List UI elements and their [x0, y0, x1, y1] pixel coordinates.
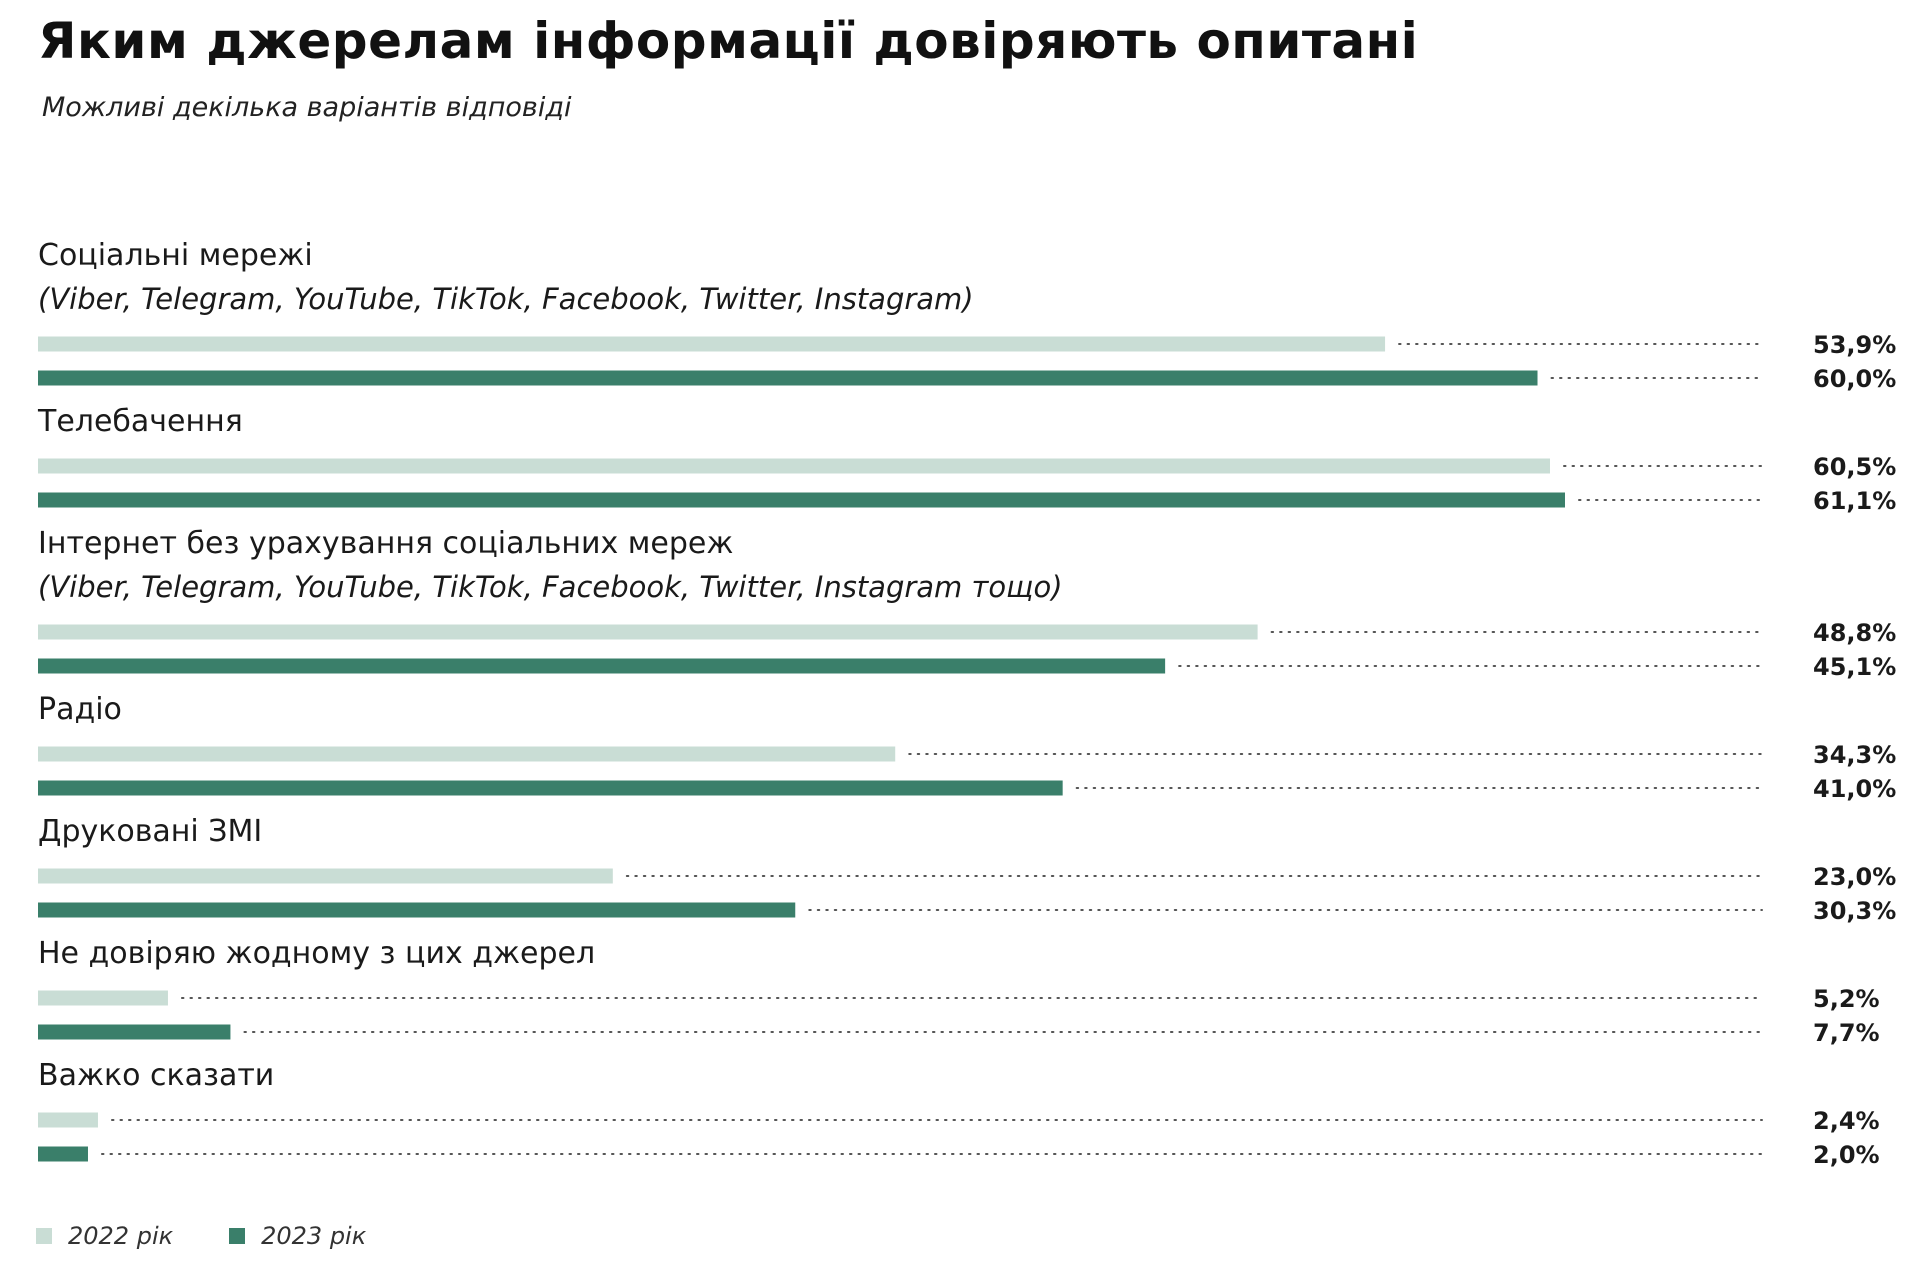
category-label: Телебачення — [37, 404, 243, 439]
bar-2023 — [38, 1024, 231, 1040]
value-label: 2,0% — [1813, 1141, 1880, 1169]
bar-2023 — [38, 780, 1063, 796]
bar-2022 — [38, 458, 1551, 474]
value-label: 5,2% — [1813, 985, 1880, 1013]
bar-2022 — [38, 868, 613, 884]
value-label: 30,3% — [1813, 897, 1896, 925]
chart-legend: 2022 рік 2023 рік — [36, 1222, 366, 1250]
category-note: (Viber, Telegram, YouTube, TikTok, Faceb… — [38, 282, 974, 316]
value-label: 7,7% — [1813, 1019, 1880, 1047]
chart-subtitle: Можливі декілька варіантів відповіді — [42, 92, 572, 123]
legend-item-2022: 2022 рік — [36, 1222, 173, 1250]
bar-2022 — [38, 746, 896, 762]
bar-2022 — [38, 1112, 98, 1128]
value-label: 41,0% — [1813, 775, 1896, 803]
legend-swatch-2022 — [36, 1228, 52, 1244]
bar-2022 — [38, 624, 1258, 640]
category-note: (Viber, Telegram, YouTube, TikTok, Faceb… — [38, 570, 1063, 604]
bar-2022 — [38, 336, 1386, 352]
legend-label-2022: 2022 рік — [68, 1222, 174, 1250]
category-label: Радіо — [38, 692, 122, 727]
value-label: 60,0% — [1813, 365, 1896, 393]
value-label: 48,8% — [1813, 619, 1896, 647]
legend-label-2023: 2023 рік — [261, 1222, 367, 1250]
category-label: Важко сказати — [38, 1058, 274, 1093]
value-label: 61,1% — [1813, 487, 1896, 515]
chart-title: Яким джерелам інформації довіряють опита… — [38, 12, 1419, 70]
bar-2023 — [38, 902, 796, 918]
value-label: 23,0% — [1813, 863, 1896, 891]
category-label: Не довіряю жодному з цих джерел — [38, 936, 595, 971]
bar-2023 — [38, 370, 1538, 386]
category-label: Соціальні мережі — [38, 238, 313, 273]
bar-2023 — [38, 492, 1565, 508]
value-label: 2,4% — [1813, 1107, 1880, 1135]
value-label: 34,3% — [1813, 741, 1896, 769]
bar-chart: Соціальні мережі (Viber, Telegram, YouTub… — [37, 238, 1896, 1169]
value-label: 45,1% — [1813, 653, 1896, 681]
legend-swatch-2023 — [229, 1228, 246, 1244]
value-label: 60,5% — [1813, 453, 1896, 481]
value-label: 53,9% — [1813, 331, 1896, 359]
category-label: Інтернет без урахування соціальних мереж — [38, 526, 733, 561]
legend-item-2023: 2023 рік — [229, 1222, 366, 1250]
category-label: Друковані ЗМІ — [38, 814, 262, 849]
bar-2023 — [38, 1146, 88, 1162]
bar-2023 — [38, 658, 1166, 674]
bar-2022 — [38, 990, 168, 1006]
